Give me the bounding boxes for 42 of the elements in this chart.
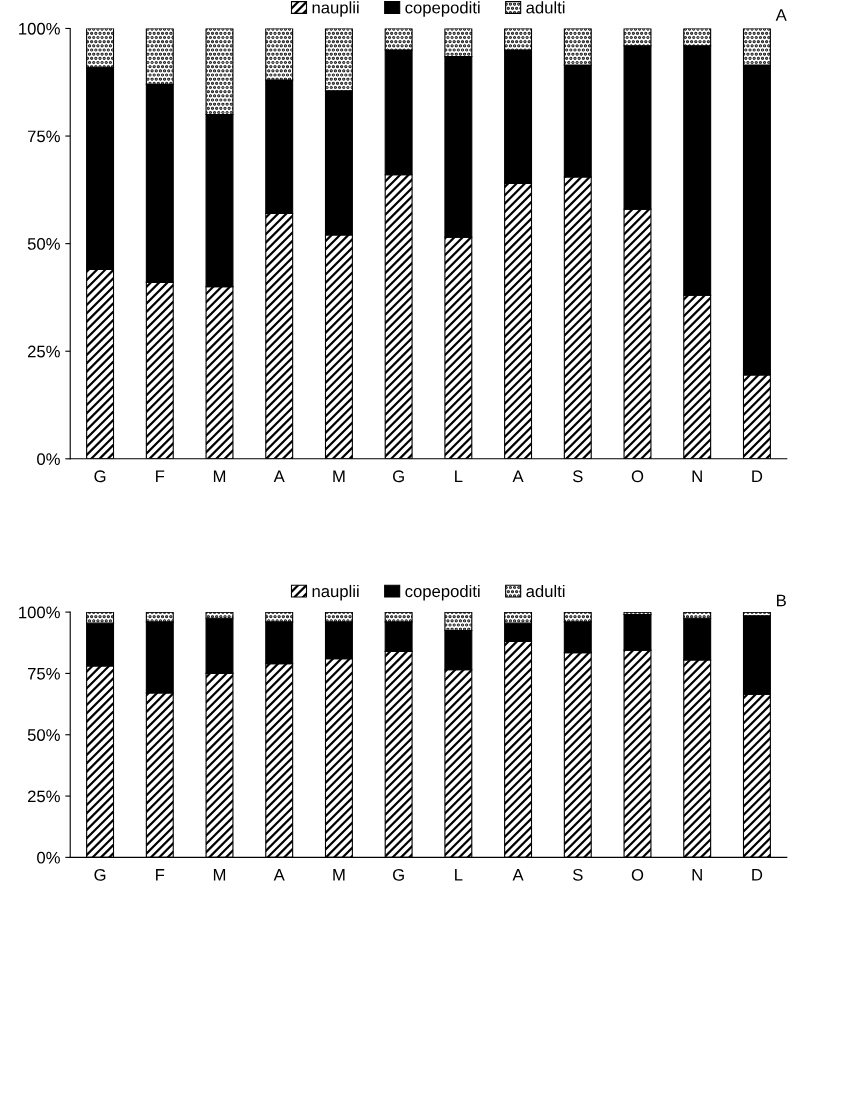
x-tick-label: S: [572, 868, 583, 881]
x-tick-label: A: [512, 470, 524, 482]
x-tick-label: G: [393, 470, 404, 483]
x-tick-label: A: [273, 869, 285, 881]
x-tick-label: A: [512, 869, 524, 881]
legend-label: nauplii: [312, 584, 359, 601]
text: B: [777, 594, 786, 607]
x-tick-label: G: [94, 470, 106, 483]
y-tick-label: 100%: [19, 606, 60, 619]
y-tick-label: 75%: [27, 667, 60, 680]
x-tick-label: G: [94, 868, 106, 881]
x-tick-label: L: [455, 869, 463, 881]
x-tick-label: S: [572, 470, 583, 483]
x-tick-label: D: [752, 470, 763, 482]
x-tick-label: F: [156, 470, 165, 482]
x-tick-label: O: [631, 868, 644, 881]
legend-label: adulti: [526, 1, 565, 14]
x-tick-label: G: [393, 868, 404, 881]
x-tick-label: N: [692, 869, 702, 881]
y-tick-label: 50%: [27, 729, 60, 741]
y-tick-label: 0%: [37, 851, 60, 864]
x-tick-label: N: [692, 470, 702, 482]
legend-label: adulti: [526, 584, 565, 598]
y-tick-label: 0%: [37, 453, 60, 466]
legend-label: copepoditi: [405, 584, 480, 601]
legend-label: copepoditi: [405, 1, 480, 17]
x-tick-label: M: [333, 470, 345, 482]
y-tick-label: 50%: [27, 238, 60, 250]
x-tick-label: M: [213, 869, 226, 881]
y-tick-label: 100%: [19, 22, 60, 35]
x-tick-label: A: [273, 470, 285, 482]
x-tick-label: L: [455, 470, 463, 482]
x-tick-label: F: [156, 869, 165, 881]
y-tick-label: 75%: [27, 130, 60, 143]
y-tick-label: 25%: [27, 790, 60, 803]
x-tick-label: O: [631, 470, 644, 483]
x-tick-label: M: [213, 470, 226, 482]
y-tick-label: 25%: [27, 345, 60, 358]
text: A: [775, 9, 787, 21]
x-tick-label: M: [333, 869, 345, 881]
legend-label: nauplii: [312, 1, 359, 17]
x-tick-label: D: [752, 869, 763, 881]
